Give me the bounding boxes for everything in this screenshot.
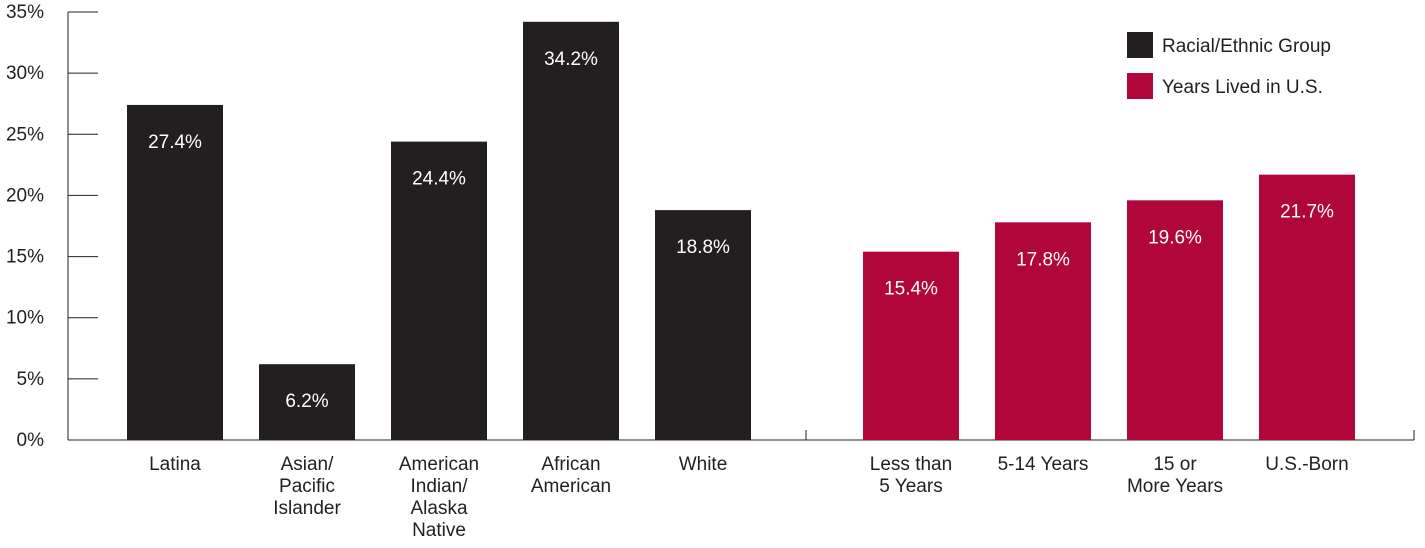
category-label: Indian/ [410, 476, 468, 497]
bar [1127, 200, 1223, 440]
bar-value-label: 17.8% [1016, 249, 1070, 270]
category-label: Native [412, 520, 466, 541]
legend-swatch [1127, 32, 1153, 58]
legend-label: Racial/Ethnic Group [1162, 36, 1331, 57]
y-tick-label: 35% [6, 2, 44, 23]
bar [127, 104, 223, 441]
category-label: 5-14 Years [998, 454, 1089, 475]
y-tick-label: 0% [17, 430, 45, 451]
category-label: Alaska [410, 498, 467, 519]
category-label: U.S.-Born [1265, 454, 1348, 475]
bar [1259, 174, 1355, 440]
category-label: 15 or [1153, 454, 1197, 475]
legend-swatch [1127, 73, 1153, 99]
category-label: Less than [870, 454, 952, 475]
y-tick-label: 30% [6, 63, 44, 84]
category-label: Latina [149, 454, 201, 475]
bar [259, 364, 355, 440]
chart-axes: 0% 5% 10% 15% 20% 25% 30% 35% Latina Asian/Pacifi… [6, 2, 1415, 541]
bar [995, 222, 1091, 440]
bar-value-label: 21.7% [1280, 202, 1334, 223]
bar-value-label: 6.2% [285, 391, 328, 412]
bar [391, 141, 487, 440]
category-label: 5 Years [879, 476, 942, 497]
chart-legend: Racial/Ethnic Group Years Lived in U.S. [1127, 32, 1331, 99]
category-label: African [541, 454, 600, 475]
category-label: Pacific [279, 476, 335, 497]
category-label: More Years [1127, 476, 1223, 497]
category-label: Islander [273, 498, 341, 519]
y-tick-label: 5% [17, 369, 45, 390]
y-tick-label: 10% [6, 308, 44, 329]
y-tick-label: 20% [6, 185, 44, 206]
y-tick-label: 15% [6, 247, 44, 268]
y-tick-label: 25% [6, 124, 44, 145]
bar-value-label: 24.4% [412, 169, 466, 190]
bar [523, 21, 619, 440]
chart-bars: 27.4% 6.2% 24.4% 34.2% 18.8% 15.4% 17.8% 19.6% 2… [127, 21, 1355, 441]
bar-value-label: 34.2% [544, 49, 598, 70]
bar-value-label: 15.4% [884, 279, 938, 300]
bar [655, 210, 751, 440]
category-label: American [531, 476, 611, 497]
category-label: American [399, 454, 479, 475]
bar-value-label: 18.8% [676, 237, 730, 258]
bar [863, 251, 959, 440]
category-label: Asian/ [281, 454, 335, 475]
bar-value-label: 19.6% [1148, 227, 1202, 248]
bar-value-label: 27.4% [148, 132, 202, 153]
category-label: White [679, 454, 728, 475]
legend-label: Years Lived in U.S. [1162, 77, 1323, 98]
